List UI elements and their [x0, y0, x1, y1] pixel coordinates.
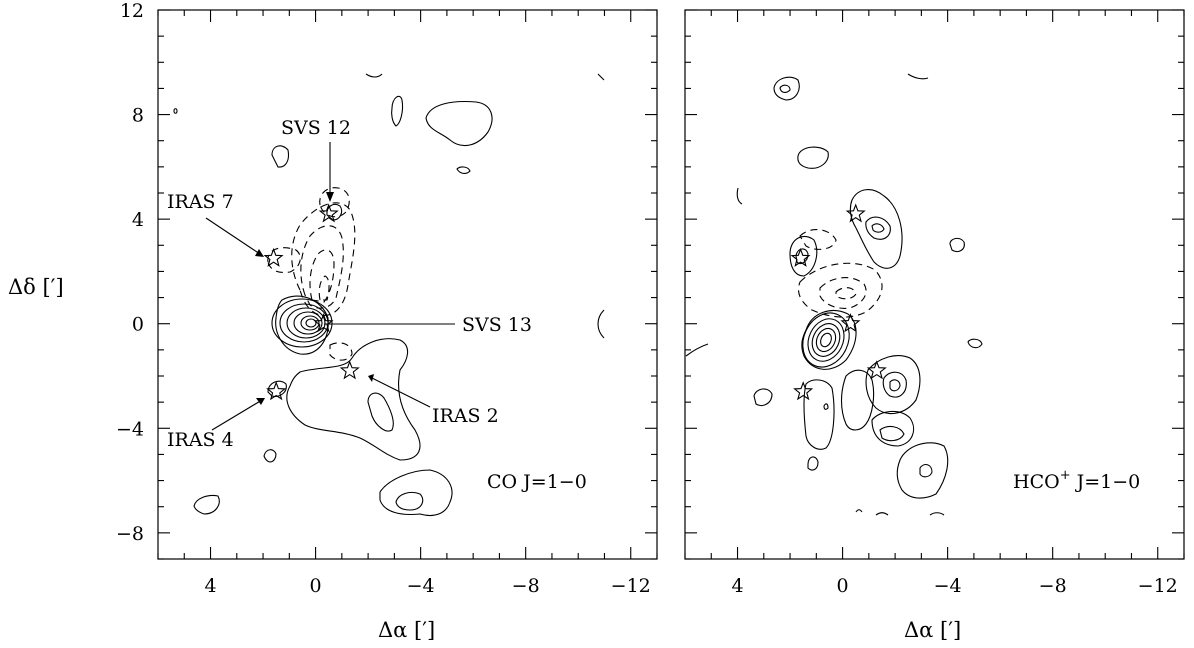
y-tick-label: 4	[132, 209, 144, 231]
hco-x-axis-label: Δα [′]	[904, 618, 961, 642]
svs13-label: SVS 13	[462, 314, 532, 336]
hco-line-label-sup: +	[1060, 468, 1071, 483]
y-tick-label: −4	[116, 418, 144, 440]
co-panel: 4 0 −4 −8 −12 12 8 4 0 −4 −8	[8, 0, 658, 642]
x-tick-label: 0	[837, 575, 849, 597]
co-contours	[173, 73, 605, 517]
iras2-arrow	[371, 377, 431, 408]
x-tick-label: −4	[934, 575, 962, 597]
iras7-label: IRAS 7	[167, 191, 234, 213]
hco-x-tick-labels: 4 0 −4 −8 −12	[731, 575, 1177, 597]
source-star-marker	[790, 247, 811, 267]
source-star-marker	[313, 313, 334, 333]
x-tick-label: 4	[731, 575, 743, 597]
x-tick-label: −12	[611, 575, 651, 597]
x-tick-label: −8	[1039, 575, 1067, 597]
co-source-stars	[263, 203, 360, 401]
y-axis-label: Δδ [′]	[8, 275, 64, 299]
co-panel-frame	[157, 9, 658, 560]
source-star-marker	[263, 247, 284, 267]
co-line-label: CO J=1−0	[487, 471, 587, 493]
source-star-marker	[793, 381, 814, 401]
x-tick-label: −8	[512, 575, 540, 597]
hco-contours	[685, 73, 983, 516]
iras4-label: IRAS 4	[167, 429, 234, 451]
source-star-marker	[866, 360, 887, 380]
source-star-marker	[339, 360, 360, 380]
hco-panel: 4 0 −4 −8 −12	[684, 9, 1185, 642]
y-tick-label: 0	[132, 314, 144, 336]
co-annotations: SVS 12 IRAS 7 SVS 13 IRAS 2 IRAS 4 CO J=…	[167, 117, 587, 493]
iras2-label: IRAS 2	[432, 405, 499, 427]
y-tick-label: −8	[116, 523, 144, 545]
x-tick-label: 0	[310, 575, 322, 597]
hco-line-label-rest: J=1−0	[1071, 471, 1141, 493]
hco-line-label-main: HCO	[1013, 471, 1060, 493]
source-star-marker	[266, 381, 287, 401]
co-x-tick-labels: 4 0 −4 −8 −12	[204, 575, 650, 597]
svs12-label: SVS 12	[281, 117, 351, 139]
hco-panel-frame	[684, 9, 1185, 560]
co-x-axis-label: Δα [′]	[378, 618, 435, 642]
source-star-marker	[845, 203, 866, 223]
co-panel-ticks	[157, 9, 658, 560]
source-star-marker	[840, 313, 861, 333]
hco-panel-ticks	[684, 9, 1185, 560]
y-tick-label: 12	[120, 0, 144, 22]
source-star-marker	[318, 203, 339, 223]
hco-line-label: HCO+ J=1−0	[1013, 468, 1140, 493]
iras7-arrow	[205, 217, 261, 255]
iras4-arrow	[211, 399, 263, 431]
hco-source-stars	[790, 203, 887, 401]
y-tick-label: 8	[132, 105, 144, 127]
x-tick-label: −4	[407, 575, 435, 597]
x-tick-label: 4	[204, 575, 216, 597]
x-tick-label: −12	[1138, 575, 1178, 597]
co-y-tick-labels: 12 8 4 0 −4 −8	[116, 0, 144, 545]
